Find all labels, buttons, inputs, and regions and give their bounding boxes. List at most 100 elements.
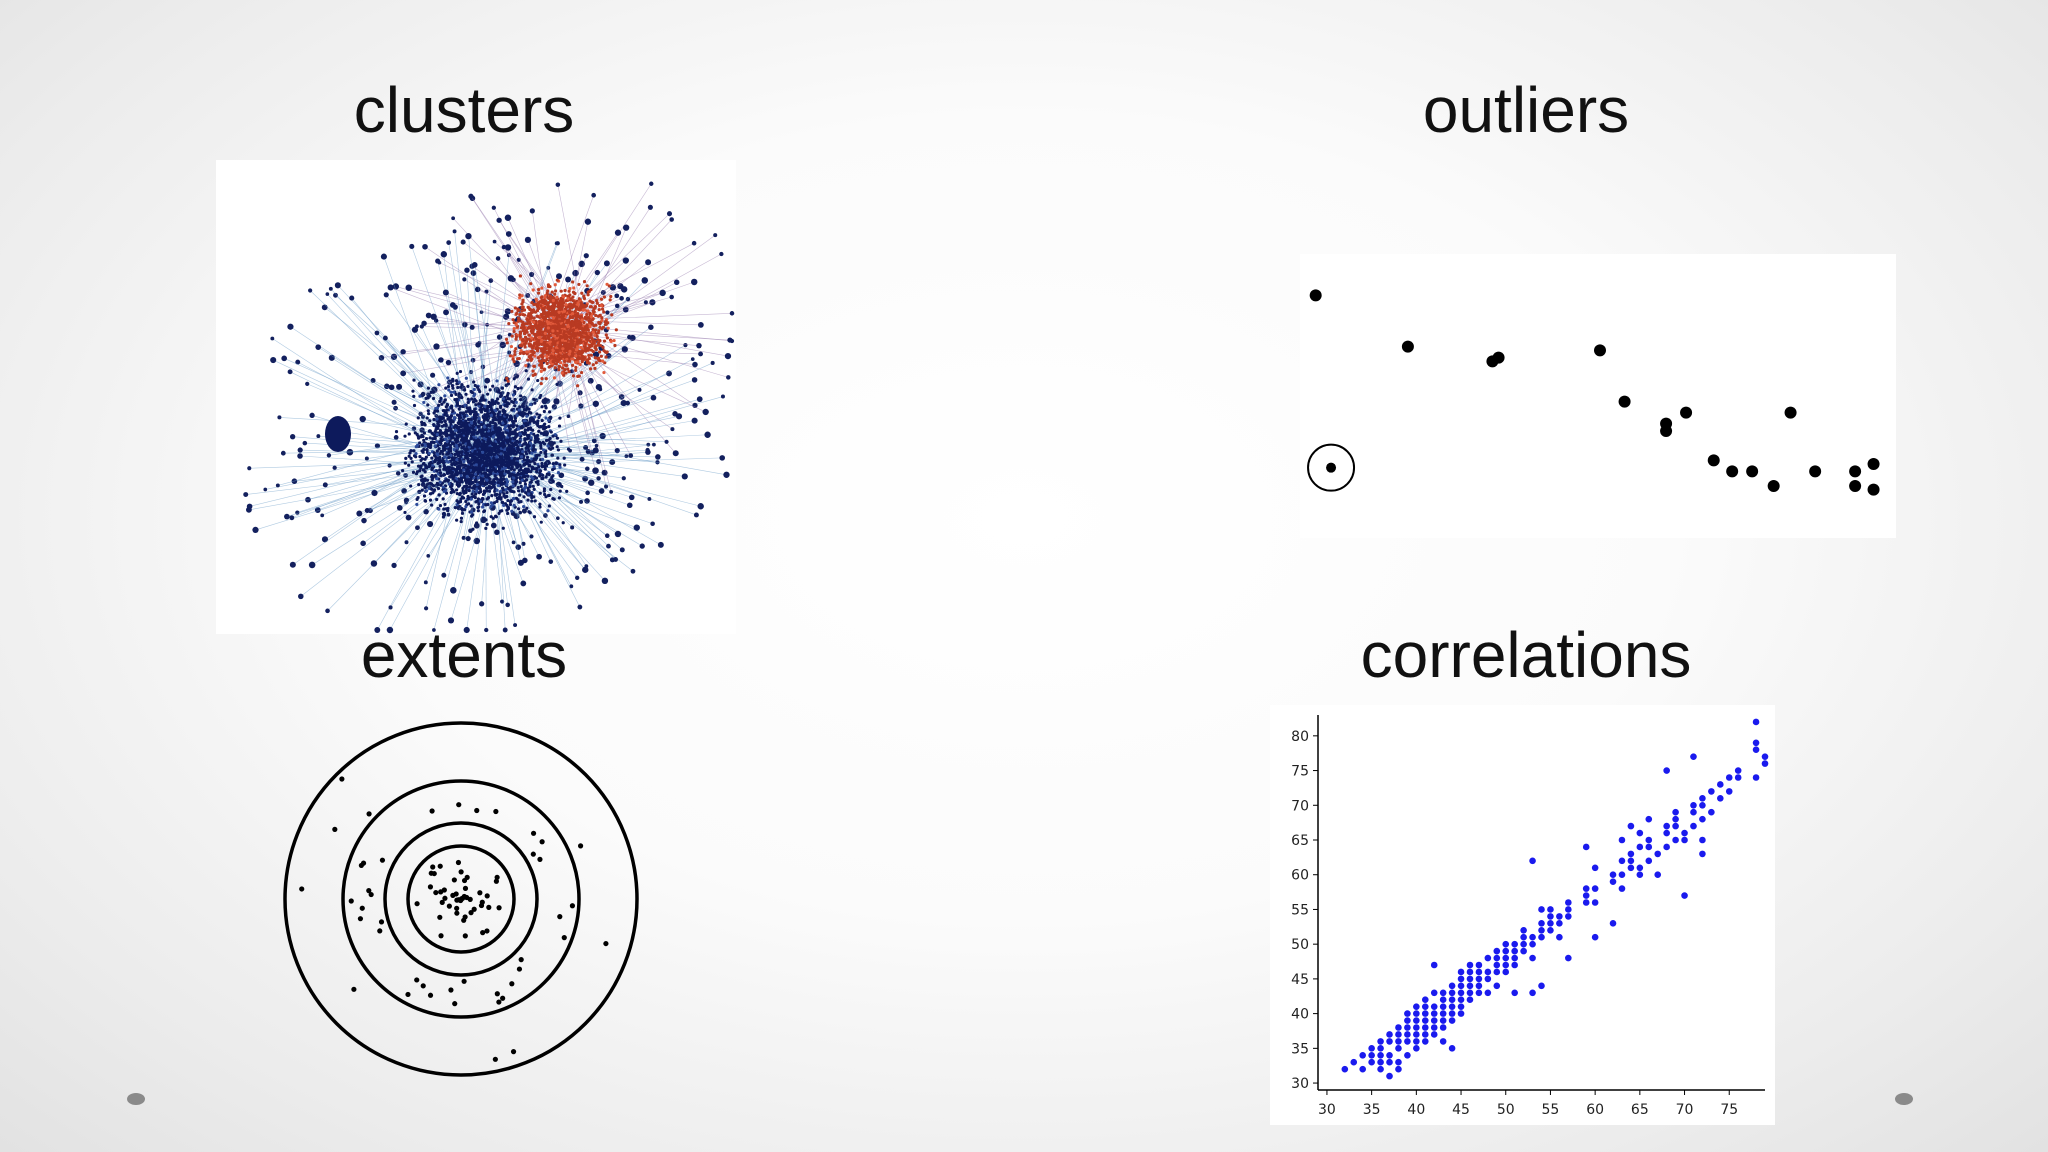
network-node	[533, 372, 537, 376]
network-node	[552, 376, 557, 380]
network-node	[526, 358, 530, 362]
network-node	[547, 334, 551, 338]
network-node	[496, 481, 500, 485]
network-node	[471, 424, 475, 429]
network-node	[501, 421, 505, 425]
network-node	[422, 461, 426, 466]
network-node	[541, 310, 546, 314]
network-node	[410, 460, 414, 464]
network-node	[470, 462, 474, 466]
network-node	[524, 450, 528, 454]
network-node	[530, 499, 534, 503]
network-node	[571, 290, 576, 294]
network-node	[542, 346, 546, 351]
network-node	[484, 526, 488, 530]
network-node	[465, 536, 471, 542]
network-node	[450, 466, 454, 470]
network-node	[519, 394, 523, 398]
network-node	[574, 329, 578, 333]
network-node	[535, 466, 539, 471]
network-node	[532, 316, 536, 320]
network-node	[587, 353, 591, 358]
network-node	[497, 466, 502, 470]
network-edge	[417, 473, 474, 528]
network-node	[555, 278, 559, 282]
network-node	[416, 464, 421, 468]
network-node	[492, 453, 496, 457]
network-node	[511, 540, 516, 545]
network-node	[287, 369, 293, 375]
network-node	[387, 284, 394, 291]
network-node	[570, 525, 575, 530]
network-node	[475, 489, 479, 494]
network-node	[428, 436, 432, 440]
network-node	[476, 497, 481, 501]
network-node	[527, 306, 531, 310]
network-node	[423, 508, 429, 515]
network-node	[447, 617, 455, 624]
network-node	[647, 204, 653, 210]
network-node	[491, 418, 495, 422]
network-node	[606, 326, 610, 330]
network-node	[567, 289, 571, 293]
network-node	[532, 343, 536, 348]
network-node	[467, 502, 471, 506]
network-node	[544, 438, 549, 443]
network-node	[596, 476, 601, 481]
network-node	[501, 397, 506, 401]
network-node	[561, 521, 565, 525]
network-node	[525, 461, 529, 466]
network-node	[467, 488, 471, 493]
network-node	[515, 461, 519, 465]
network-node	[569, 297, 573, 301]
network-node	[457, 428, 461, 432]
network-node	[457, 392, 461, 396]
network-node	[426, 409, 430, 413]
network-node	[431, 464, 435, 468]
network-node	[594, 443, 599, 448]
network-node	[325, 292, 330, 296]
network-node	[469, 417, 473, 421]
network-node	[540, 300, 544, 304]
network-node	[474, 463, 478, 467]
network-node	[444, 428, 448, 432]
network-node	[403, 510, 407, 515]
network-node	[555, 295, 559, 299]
network-node	[489, 504, 493, 509]
network-node	[441, 572, 447, 578]
network-node	[422, 431, 427, 435]
network-node	[404, 456, 408, 460]
network-node	[463, 626, 470, 634]
network-node	[518, 442, 522, 447]
network-node	[568, 349, 572, 353]
network-node	[563, 359, 567, 363]
network-node	[455, 518, 459, 522]
network-node	[438, 471, 443, 475]
network-node	[263, 487, 268, 492]
network-node	[524, 470, 529, 475]
network-node	[487, 400, 491, 404]
network-node	[512, 321, 516, 325]
network-node	[473, 495, 477, 500]
network-node	[612, 338, 616, 343]
network-node	[630, 568, 636, 574]
network-node	[474, 286, 481, 293]
network-node	[466, 384, 470, 389]
network-node	[597, 341, 601, 345]
network-node	[541, 427, 546, 431]
network-node	[544, 475, 548, 479]
network-node	[620, 286, 628, 293]
network-node	[270, 336, 275, 341]
network-node	[417, 436, 421, 440]
network-node	[551, 404, 557, 410]
network-node	[477, 416, 481, 421]
network-node	[435, 406, 440, 410]
network-node	[539, 450, 543, 455]
network-node	[499, 431, 503, 436]
network-node	[455, 488, 459, 492]
network-node	[461, 489, 465, 493]
network-node	[529, 313, 533, 317]
network-node	[577, 282, 581, 287]
network-node	[469, 459, 473, 463]
network-node	[666, 211, 673, 217]
